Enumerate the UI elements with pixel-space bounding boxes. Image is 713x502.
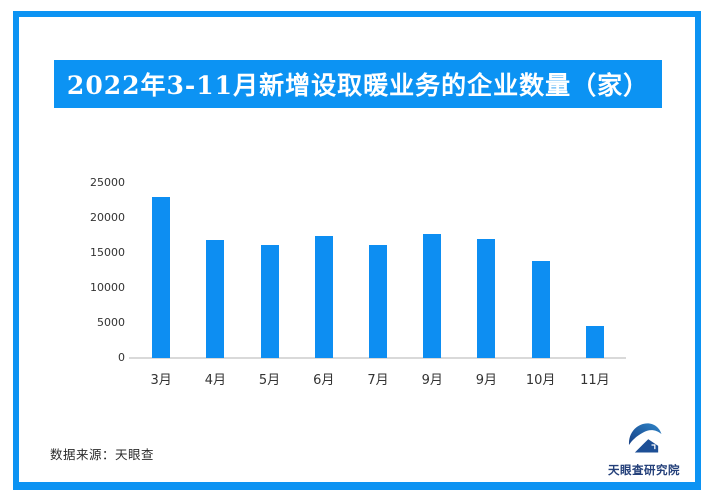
- bar: [477, 239, 496, 358]
- bar: [206, 240, 225, 358]
- chart-title: 2022年3-11月新增设取暖业务的企业数量（家）: [66, 71, 650, 100]
- y-tick-label: 15000: [90, 246, 125, 259]
- bar: [152, 197, 171, 358]
- bar-column: 10月: [514, 183, 568, 388]
- bar-column: 6月: [297, 183, 351, 388]
- bar-column: 11月: [568, 183, 622, 388]
- bar: [423, 234, 442, 358]
- x-tick-label: 6月: [313, 373, 335, 388]
- bar: [260, 245, 279, 358]
- bar-column: 3月: [134, 183, 188, 388]
- y-tick-label: 10000: [90, 281, 125, 294]
- bar: [531, 261, 550, 358]
- bar-column: 9月: [405, 183, 459, 388]
- y-tick-label: 25000: [90, 176, 125, 189]
- data-source-label: 数据来源：天眼查: [50, 447, 155, 462]
- bar: [368, 245, 387, 358]
- bar-column: 9月: [459, 183, 513, 388]
- y-tick-label: 0: [118, 351, 125, 364]
- plot-area: 3月 4月 5月 6月 7月 9月 9月 10月 11月: [134, 183, 622, 388]
- x-tick-label: 9月: [475, 373, 498, 388]
- x-tick-label: 11月: [580, 373, 610, 388]
- brand-name: 天眼查研究院: [608, 463, 680, 477]
- bar: [585, 326, 604, 358]
- tianyancha-swoosh-house-icon: [628, 423, 662, 456]
- x-tick-label: 3月: [150, 373, 172, 388]
- bar-column: 5月: [242, 183, 296, 388]
- x-tick-label: 10月: [525, 373, 556, 388]
- bar-column: 7月: [351, 183, 405, 388]
- x-tick-label: 4月: [204, 373, 226, 388]
- bar: [314, 236, 333, 358]
- chart-title-banner: 2022年3-11月新增设取暖业务的企业数量（家）: [54, 60, 662, 108]
- bar-column: 4月: [188, 183, 242, 388]
- brand-logo: 天眼查研究院: [602, 420, 686, 478]
- x-tick-label: 5月: [258, 373, 281, 388]
- y-tick-label: 20000: [90, 211, 125, 224]
- border-frame: [13, 11, 701, 490]
- x-tick-label: 7月: [367, 373, 389, 388]
- x-tick-label: 9月: [421, 373, 443, 388]
- y-tick-label: 5000: [97, 316, 125, 329]
- x-axis-line: [129, 357, 626, 359]
